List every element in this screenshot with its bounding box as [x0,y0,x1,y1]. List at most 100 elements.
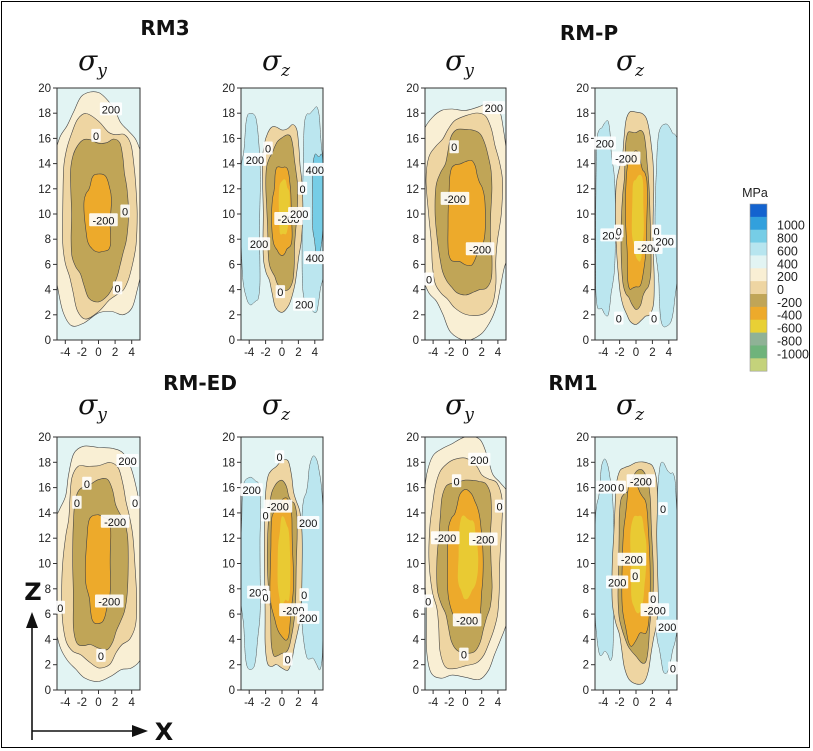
contour-label-bg [440,191,470,205]
contour-label: 0 [648,591,658,606]
contour-label-text: 0 [670,663,676,675]
x-tick-label: 2 [478,697,484,709]
contour-label: 200 [596,480,619,495]
y-tick-label: 16 [576,483,589,495]
x-tick-label: -4 [598,347,609,359]
contour-label-text: -200 [469,244,491,256]
contour-label-text: 0 [84,479,90,491]
colorbar-swatch [750,332,767,346]
x-tick-label: 4 [666,697,673,709]
colorbar-title: MPa [742,186,768,200]
y-tick-label: 4 [413,285,420,297]
colorbar-tick-label: -600 [777,322,802,336]
contour-label: 0 [283,652,293,667]
contour-label: 0 [260,590,271,605]
contour-label: 200 [297,516,320,530]
x-axis-label: X [155,718,174,746]
contour-label-bg [55,600,66,614]
x-tick-label: 4 [128,347,135,359]
contour-label-bg [614,311,624,325]
x-tick-label: -2 [614,697,624,709]
y-tick-label: 2 [229,660,235,672]
contour-label-text: 0 [276,452,282,464]
y-tick-label: 10 [222,559,235,571]
y-tick-label: 16 [576,133,589,145]
y-tick-label: 8 [413,584,419,596]
contour-label: 200 [468,452,491,467]
y-tick-label: 20 [406,83,419,95]
group-title: RM3 [140,16,189,40]
contour-label: 400 [303,251,326,265]
y-tick-label: 0 [229,685,235,697]
contour-label: 0 [651,224,662,239]
contour-label-text: -200 [92,215,114,227]
contour-label-bg [430,531,460,545]
contour-label: -200 [100,514,130,529]
y-tick-label: 8 [583,234,589,246]
x-tick-label: 2 [295,347,301,359]
colorbar-tick-label: 1000 [777,219,805,233]
y-tick-label: 10 [576,209,589,221]
x-tick-label: -4 [244,697,255,709]
contour-label: 0 [275,285,286,299]
contour-label-bg [288,207,311,220]
contour-label-bg [469,532,498,546]
y-tick-label: 2 [45,660,51,672]
x-tick-label: -2 [77,697,87,709]
contour-label-bg [94,594,124,608]
contour-label-bg [658,502,668,516]
group-title: RM-P [560,21,618,45]
y-tick-label: 4 [229,285,236,297]
contour-label-bg [283,652,293,666]
contour-label: 0 [130,495,140,510]
contour-label: 200 [288,207,311,221]
contour-label: -200 [94,594,124,608]
y-tick-label: 18 [576,108,589,120]
contour-label-bg [616,480,626,494]
colorbar-swatch [750,216,767,231]
contour-label-text: -200 [644,605,666,617]
contour-label-text: 0 [122,206,128,218]
contour-label-text: 0 [132,498,138,510]
contour-label: 0 [72,495,82,510]
y-tick-label: 12 [576,184,589,196]
x-tick-label: 4 [666,347,673,359]
contour-label: 0 [120,204,130,218]
contour-label-text: -200 [630,476,652,488]
colorbar-swatch [750,319,767,333]
y-tick-label: 2 [583,660,589,672]
y-tick-label: 16 [222,133,235,145]
y-tick-label: 8 [583,584,589,596]
contour-label-bg [465,242,495,256]
contour-label: 0 [449,140,459,154]
z-axis-label: Z [24,578,41,606]
y-tick-label: 4 [45,634,52,646]
contour-label-text: -200 [615,154,637,166]
contour-label-text: -200 [434,533,456,545]
contour-label: -200 [263,499,293,514]
contour-label-text: 400 [306,165,324,177]
contour-label-bg [617,552,647,566]
contour-label-bg [449,140,459,154]
y-tick-label: 14 [38,159,51,171]
contour-label-text: 0 [618,483,624,495]
contour-label-bg [468,452,491,466]
contour-label-text: 0 [93,131,99,143]
contour-label-text: 0 [98,651,104,663]
contour-label-text: -200 [444,194,466,206]
contour-label-text: 200 [608,577,626,589]
contour-label-bg [653,234,676,248]
colorbar-swatch [750,242,767,256]
contour-label-bg [297,516,320,530]
x-tick-label: 4 [495,347,502,359]
contour-label-text: 0 [461,650,467,662]
panel-symbol: σz [616,44,645,81]
y-tick-label: 0 [583,335,589,347]
contour-field [57,437,140,690]
y-tick-label: 12 [38,184,51,196]
colorbar-swatch [750,204,767,218]
contour-label: 200 [243,152,267,167]
x-tick-label: 0 [462,697,468,709]
contour-label: 200 [482,101,505,115]
